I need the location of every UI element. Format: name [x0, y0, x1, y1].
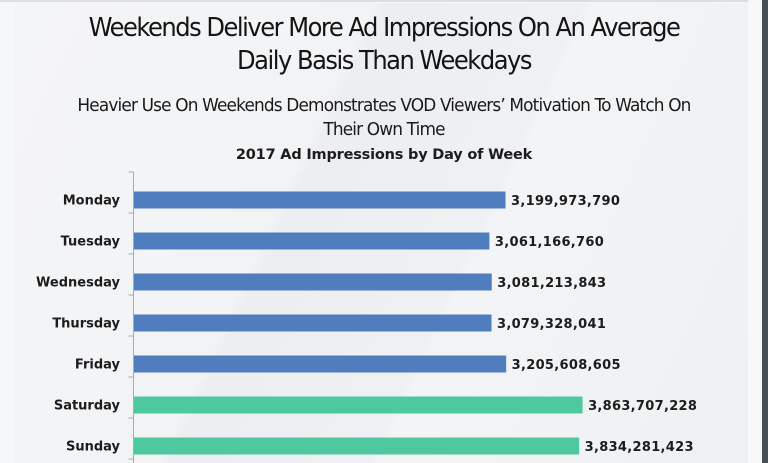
- value-label-wednesday: 3,081,213,843: [497, 276, 606, 291]
- value-label-friday: 3,205,608,605: [512, 358, 621, 373]
- slide-subtitle-line-1: Heavier Use On Weekends Demonstrates VOD…: [77, 95, 691, 116]
- chart-title: 2017 Ad Impressions by Day of Week: [235, 147, 533, 163]
- slide-subtitle: Heavier Use On Weekends Demonstrates VOD…: [23, 94, 745, 142]
- bar-sunday: [134, 437, 580, 455]
- value-label-thursday: 3,079,328,041: [497, 317, 606, 332]
- value-label-monday: 3,199,973,790: [511, 194, 620, 209]
- category-label-sunday: Sunday: [66, 440, 121, 455]
- bar-wednesday: [134, 273, 492, 291]
- bar-tuesday: [134, 232, 490, 250]
- category-label-wednesday: Wednesday: [36, 276, 120, 291]
- category-label-monday: Monday: [63, 194, 121, 209]
- slide-right-margin: [748, 0, 762, 463]
- slide-title: Weekends Deliver More Ad Impressions On …: [27, 12, 741, 78]
- value-label-saturday: 3,863,707,228: [588, 399, 697, 414]
- bar-saturday: [134, 396, 583, 414]
- slide-subtitle-line-2: Their Own Time: [323, 119, 445, 140]
- slide-title-line-1: Weekends Deliver More Ad Impressions On …: [88, 13, 681, 43]
- slide-title-line-2: Daily Basis Than Weekdays: [237, 46, 532, 76]
- window-edge-scrollbar: [762, 0, 768, 463]
- value-label-tuesday: 3,061,166,760: [495, 235, 604, 250]
- value-label-sunday: 3,834,281,423: [585, 440, 694, 455]
- bar-thursday: [134, 314, 492, 332]
- bar-monday: [134, 191, 506, 209]
- category-label-saturday: Saturday: [54, 399, 121, 414]
- bar-friday: [134, 355, 507, 373]
- category-label-thursday: Thursday: [52, 317, 120, 332]
- category-label-tuesday: Tuesday: [61, 235, 121, 250]
- top-border: [0, 0, 768, 2]
- category-label-friday: Friday: [75, 358, 121, 373]
